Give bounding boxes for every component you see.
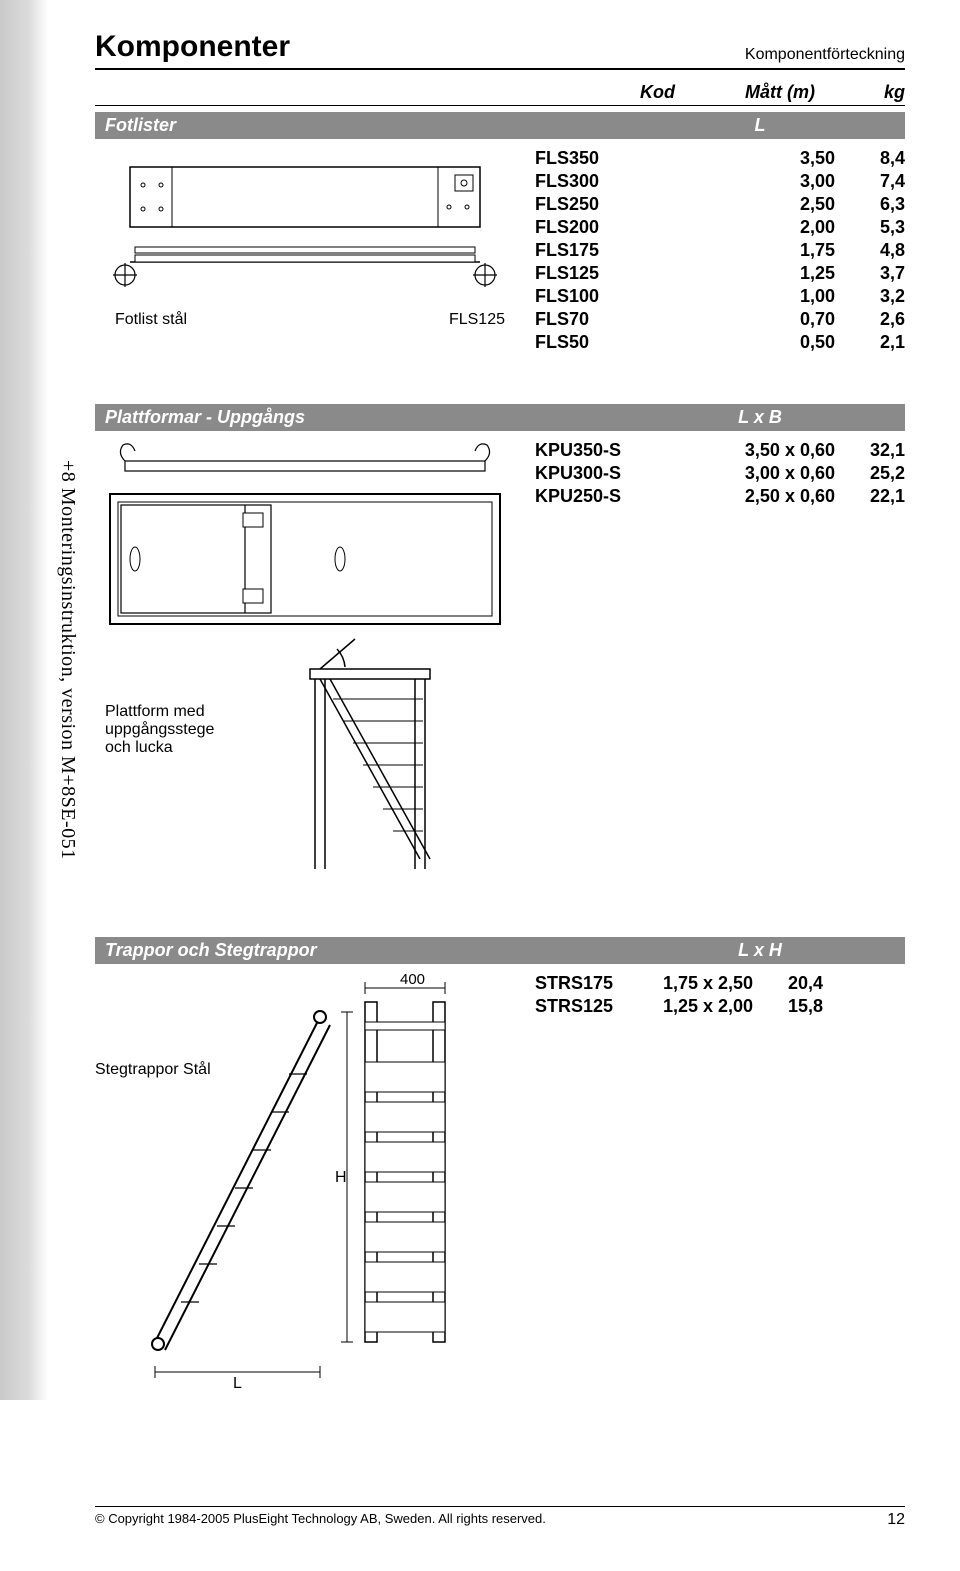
cell-kg: 2,1 [835, 332, 905, 353]
cell-kg: 7,4 [835, 171, 905, 192]
table-row: KPU300-S3,00 x 0,6025,2 [535, 462, 905, 485]
page-subtitle: Komponentförteckning [745, 46, 905, 64]
cell-kg: 4,8 [835, 240, 905, 261]
cell-matt: 1,25 [695, 263, 835, 284]
cell-matt: 3,50 [695, 148, 835, 169]
cell-kod: FLS70 [535, 309, 695, 330]
cell-kg: 3,2 [835, 286, 905, 307]
cell-matt: 2,00 [695, 217, 835, 238]
footer-copyright: © Copyright 1984-2005 PlusEight Technolo… [95, 1511, 546, 1529]
cell-matt: 1,00 [695, 286, 835, 307]
cell-kg: 2,6 [835, 309, 905, 330]
cell-matt: 3,00 x 0,60 [695, 463, 835, 484]
cell-kg: 5,3 [835, 217, 905, 238]
cell-matt: 1,75 [695, 240, 835, 261]
table-row: FLS2502,506,3 [535, 193, 905, 216]
table-row: STRS1251,25 x 2,0015,8 [535, 995, 823, 1018]
cell-kg: 8,4 [835, 148, 905, 169]
cell-kg: 20,4 [753, 973, 823, 994]
left-gradient-stripe [0, 0, 48, 1400]
col-matt: Mått (m) [675, 82, 815, 103]
table-row: KPU350-S3,50 x 0,6032,1 [535, 439, 905, 462]
cell-kod: FLS250 [535, 194, 695, 215]
section-label: Fotlister [105, 115, 665, 136]
cell-matt: 0,70 [695, 309, 835, 330]
fotlist-diagram [95, 147, 515, 307]
cell-kod: FLS300 [535, 171, 695, 192]
cell-kod: FLS200 [535, 217, 695, 238]
cell-matt: 3,00 [695, 171, 835, 192]
cell-kg: 22,1 [835, 486, 905, 507]
dim-400: 400 [400, 972, 425, 988]
page-title: Komponenter [95, 30, 290, 64]
cell-matt: 0,50 [695, 332, 835, 353]
plattform-diagram [95, 439, 515, 879]
plattform-caption: Plattform med uppgångsstege och lucka [105, 703, 255, 757]
cell-kod: FLS100 [535, 286, 695, 307]
cell-matt: 1,75 x 2,50 [613, 973, 753, 994]
section-dim: L x B [665, 407, 895, 428]
trappor-block: 400 H L Stegtrappor Stål STRS1751,75 x 2… [95, 972, 905, 1392]
column-header-row: Kod Mått (m) kg [95, 78, 905, 106]
cell-kg: 25,2 [835, 463, 905, 484]
table-row: FLS700,702,6 [535, 308, 905, 331]
fotlister-block: Fotlist stål FLS125 FLS3503,508,4 FLS300… [95, 147, 905, 354]
cell-kod: FLS125 [535, 263, 695, 284]
table-row: KPU250-S2,50 x 0,6022,1 [535, 485, 905, 508]
table-row: FLS2002,005,3 [535, 216, 905, 239]
cell-kg: 3,7 [835, 263, 905, 284]
dim-L: L [233, 1375, 242, 1392]
table-row: STRS1751,75 x 2,5020,4 [535, 972, 823, 995]
section-bar-trappor: Trappor och Stegtrappor L x H [95, 937, 905, 964]
table-row: FLS500,502,1 [535, 331, 905, 354]
col-kod: Kod [535, 82, 675, 103]
table-row: FLS1001,003,2 [535, 285, 905, 308]
stegtrappa-caption: Stegtrappor Stål [95, 1061, 211, 1079]
cell-kod: FLS350 [535, 148, 695, 169]
section-label: Trappor och Stegtrappor [105, 940, 665, 961]
dim-H: H [335, 1169, 347, 1186]
section-bar-plattformar: Plattformar - Uppgångs L x B [95, 404, 905, 431]
cell-kod: STRS125 [535, 996, 613, 1017]
page-title-row: Komponenter Komponentförteckning [95, 30, 905, 70]
cell-kg: 15,8 [753, 996, 823, 1017]
cell-kod: FLS175 [535, 240, 695, 261]
stegtrappa-diagram: 400 H L [95, 972, 515, 1392]
table-row: FLS1751,754,8 [535, 239, 905, 262]
fotlist-caption-right: FLS125 [449, 311, 505, 329]
fotlist-caption-left: Fotlist stål [115, 311, 187, 329]
cell-kod: STRS175 [535, 973, 613, 994]
cell-matt: 2,50 x 0,60 [695, 486, 835, 507]
plattformar-block: Plattform med uppgångsstege och lucka KP… [95, 439, 905, 937]
cell-kod: KPU250-S [535, 486, 695, 507]
cell-kod: FLS50 [535, 332, 695, 353]
side-vertical-text: +8 Monteringsinstruktion, version M+8SE-… [56, 460, 79, 1100]
cell-kod: KPU350-S [535, 440, 695, 461]
cell-matt: 3,50 x 0,60 [695, 440, 835, 461]
section-dim: L [665, 115, 895, 136]
table-row: FLS1251,253,7 [535, 262, 905, 285]
section-dim: L x H [665, 940, 895, 961]
cell-kg: 32,1 [835, 440, 905, 461]
cell-matt: 1,25 x 2,00 [613, 996, 753, 1017]
footer-page-number: 12 [887, 1511, 905, 1529]
cell-kod: KPU300-S [535, 463, 695, 484]
col-kg: kg [815, 82, 905, 103]
cell-matt: 2,50 [695, 194, 835, 215]
cell-kg: 6,3 [835, 194, 905, 215]
page-footer: © Copyright 1984-2005 PlusEight Technolo… [95, 1506, 905, 1529]
table-row: FLS3503,508,4 [535, 147, 905, 170]
section-bar-fotlister: Fotlister L [95, 112, 905, 139]
table-row: FLS3003,007,4 [535, 170, 905, 193]
section-label: Plattformar - Uppgångs [105, 407, 665, 428]
